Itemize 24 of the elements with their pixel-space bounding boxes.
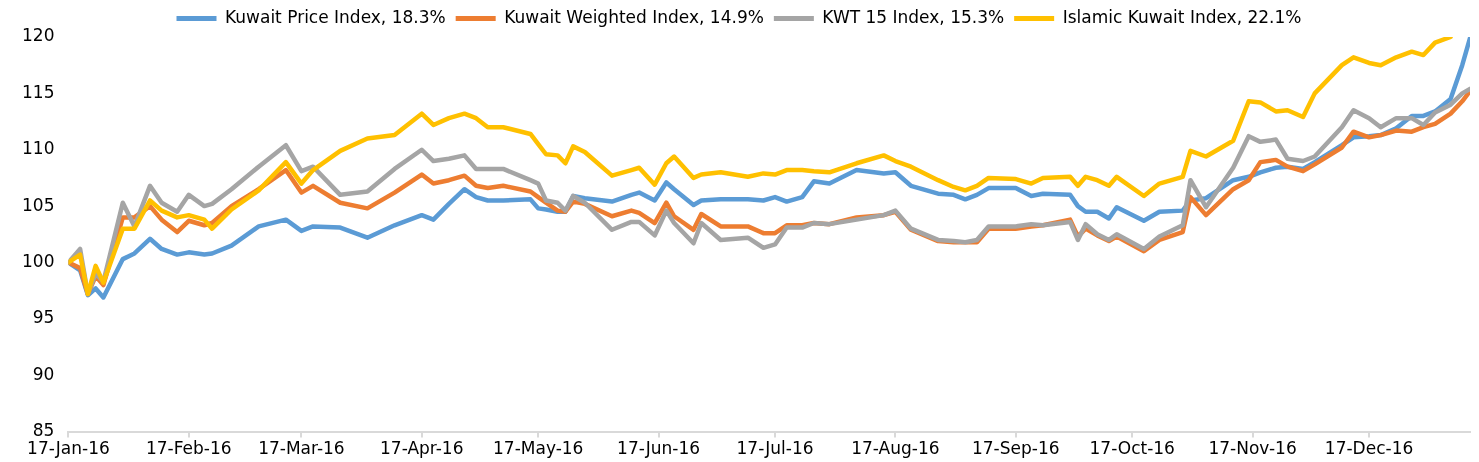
- legend-label: Islamic Kuwait Index, 22.1%: [1062, 6, 1302, 27]
- y-tick-label: 90: [32, 363, 55, 384]
- x-tick-label: 17-Jan-16: [27, 438, 110, 459]
- y-tick-label: 100: [21, 250, 55, 271]
- x-tick-label: 17-Feb-16: [145, 438, 232, 459]
- x-tick-label: 17-Dec-16: [1324, 438, 1414, 459]
- x-tick-label: 17-Aug-16: [851, 438, 940, 459]
- x-tick-label: 17-Jun-16: [617, 438, 701, 459]
- y-tick-label: 85: [32, 420, 55, 441]
- x-tick-label: 17-Mar-16: [258, 438, 345, 459]
- x-tick-label: 17-Nov-16: [1208, 438, 1297, 459]
- y-tick-label: 120: [21, 25, 55, 46]
- legend-label: KWT 15 Index, 15.3%: [822, 6, 1005, 27]
- x-tick-label: 17-Oct-16: [1089, 438, 1175, 459]
- y-tick-label: 95: [32, 307, 55, 328]
- x-tick-label: 17-Apr-16: [380, 438, 464, 459]
- y-tick-label: 110: [21, 138, 55, 159]
- legend-label: Kuwait Weighted Index, 14.9%: [504, 6, 764, 27]
- x-tick-label: 17-May-16: [493, 438, 584, 459]
- x-tick-label: 17-Jul-16: [736, 438, 814, 459]
- y-tick-label: 115: [21, 81, 55, 102]
- y-tick-label: 105: [21, 194, 55, 215]
- legend-label: Kuwait Price Index, 18.3%: [225, 6, 446, 27]
- x-tick-label: 17-Sep-16: [971, 438, 1060, 459]
